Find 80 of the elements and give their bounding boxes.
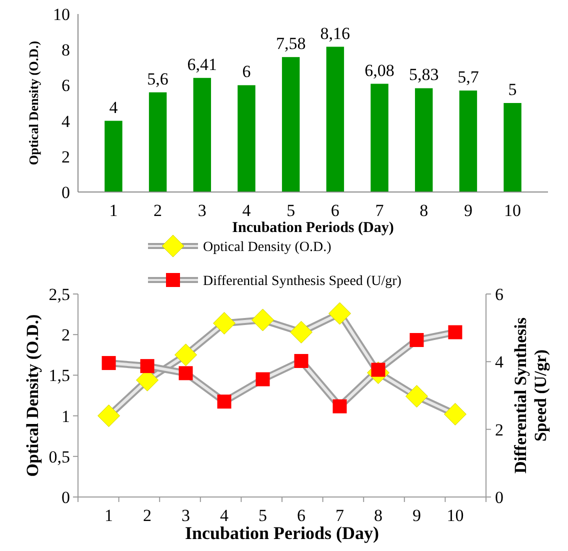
y-tick-label: 2,5 xyxy=(48,285,70,304)
legend-label: Differential Synthesis Speed (U/gr) xyxy=(203,274,402,289)
point xyxy=(102,356,116,370)
point xyxy=(256,372,270,386)
x-tick-label: 4 xyxy=(220,506,230,525)
bar xyxy=(148,92,167,192)
data-label: 8,16 xyxy=(320,24,350,43)
x-tick-label: 6 xyxy=(330,201,340,220)
y-tick-label: 2 xyxy=(62,147,70,166)
y-axis-title: Optical Density (O.D.) xyxy=(23,314,42,477)
data-label: 4 xyxy=(109,98,118,117)
point xyxy=(448,325,462,340)
point xyxy=(405,385,428,408)
point xyxy=(178,366,193,380)
data-label: 6,41 xyxy=(187,54,218,74)
x-tick-label: 8 xyxy=(420,201,428,220)
point xyxy=(444,402,466,426)
point xyxy=(410,333,424,348)
x-tick-label: 10 xyxy=(504,201,522,220)
y2-tick-label: 6 xyxy=(495,285,504,304)
x-axis-title: Incubation Periods (Day) xyxy=(184,523,380,543)
y-tick-label: 1,5 xyxy=(48,366,70,386)
y-tick-label: 0 xyxy=(62,183,70,202)
y-axis-title: Optical Density (O.D.) xyxy=(26,40,41,166)
x-tick-label: 2 xyxy=(143,506,152,525)
x-axis-title: Incubation Periods (Day) xyxy=(232,220,394,236)
y-tick-label: 6 xyxy=(62,76,70,96)
y-tick-label: 0,5 xyxy=(48,447,70,466)
bar xyxy=(104,120,122,192)
x-tick-label: 6 xyxy=(296,506,306,525)
point xyxy=(140,359,154,374)
x-tick-label: 1 xyxy=(109,201,118,220)
bar xyxy=(370,84,388,192)
y-tick-label: 8 xyxy=(62,40,70,60)
y2-tick-label: 2 xyxy=(495,420,504,440)
x-tick-label: 7 xyxy=(335,506,344,525)
x-tick-label: 9 xyxy=(412,506,421,525)
point xyxy=(252,308,274,332)
data-label: 7,58 xyxy=(276,34,306,54)
point xyxy=(328,302,351,325)
point xyxy=(290,320,312,344)
x-tick-label: 5 xyxy=(258,506,268,525)
x-tick-label: 8 xyxy=(374,506,382,525)
y-tick-label: 4 xyxy=(62,112,70,131)
y2-axis-title: Differential Synthesis Speed (U/gr) xyxy=(511,317,550,474)
x-tick-label: 1 xyxy=(104,506,114,525)
y2-tick-label: 4 xyxy=(495,352,504,372)
bar xyxy=(414,88,433,192)
data-label: 5,6 xyxy=(147,69,168,88)
y-tick-label: 1 xyxy=(62,406,70,426)
point xyxy=(98,404,120,428)
point xyxy=(332,399,347,414)
y-tick-label: 0 xyxy=(62,488,70,507)
y-tick-label: 10 xyxy=(53,5,70,24)
x-tick-label: 10 xyxy=(446,506,464,525)
y2-tick-label: 0 xyxy=(495,488,504,507)
bar xyxy=(504,103,522,192)
data-label: 5,83 xyxy=(408,65,439,84)
bar xyxy=(193,78,212,192)
data-label: 6,08 xyxy=(364,60,394,80)
point xyxy=(217,394,232,409)
point xyxy=(174,344,198,366)
point xyxy=(294,354,308,368)
x-tick-label: 3 xyxy=(182,506,190,525)
x-tick-label: 5 xyxy=(286,201,296,220)
legend-label: Optical Density (O.D.) xyxy=(203,240,332,255)
bar xyxy=(282,57,300,192)
bar xyxy=(459,90,478,192)
y-tick-label: 2 xyxy=(62,326,70,345)
bar xyxy=(326,46,344,192)
data-label: 5,7 xyxy=(458,68,480,87)
x-tick-label: 3 xyxy=(198,201,206,220)
x-tick-label: 4 xyxy=(242,201,252,220)
x-tick-label: 2 xyxy=(154,201,162,220)
x-tick-label: 9 xyxy=(464,201,472,220)
data-label: 5 xyxy=(508,80,517,99)
data-label: 6 xyxy=(242,62,251,82)
x-tick-label: 7 xyxy=(375,201,384,220)
point xyxy=(213,312,236,334)
bar xyxy=(238,85,256,192)
